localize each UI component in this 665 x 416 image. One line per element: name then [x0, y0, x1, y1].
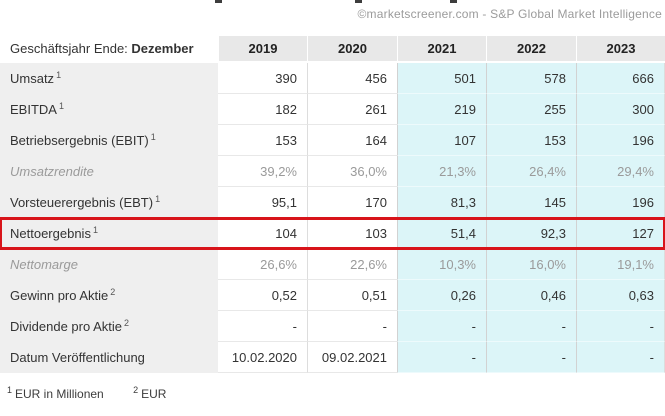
fiscal-year-end-month: Dezember [131, 41, 194, 56]
value-cell: - [576, 342, 665, 373]
value-cell: 0,51 [307, 280, 397, 311]
footnote-2-text: EUR [141, 387, 167, 401]
value-cell: 103 [307, 218, 397, 249]
row-footnote-marker: 2 [110, 286, 116, 297]
value-cell: 0,26 [397, 280, 486, 311]
value-cell: 255 [486, 94, 576, 125]
value-cell: - [397, 311, 486, 342]
row-label: Dividende pro Aktie 2 [0, 311, 218, 342]
value-cell: 36,0% [307, 156, 397, 187]
value-cell: 390 [218, 63, 307, 94]
fiscal-year-header: Geschäftsjahr Ende: Dezember [0, 36, 218, 63]
row-label: Nettoergebnis 1 [0, 218, 218, 249]
row-label: EBITDA 1 [0, 94, 218, 125]
row-label: Umsatzrendite [0, 156, 218, 187]
value-cell: 51,4 [397, 218, 486, 249]
table-row-1: EBITDA 1 182 261 219 255 300 [0, 94, 665, 125]
value-cell: 0,46 [486, 280, 576, 311]
row-label: Umsatz 1 [0, 63, 218, 94]
footnote-2: 2 EUR [133, 385, 167, 402]
value-cell: - [218, 311, 307, 342]
footnote-1-text: EUR in Millionen [15, 387, 104, 401]
cropped-title-artifact [450, 0, 457, 3]
year-header-2022: 2022 [486, 36, 576, 63]
value-cell: 104 [218, 218, 307, 249]
row-footnote-marker: 1 [56, 69, 62, 80]
year-header-2021: 2021 [397, 36, 486, 63]
row-footnote-marker: 1 [58, 100, 64, 111]
cropped-title-artifact [355, 0, 362, 3]
value-cell: 22,6% [307, 249, 397, 280]
table-row-7: Gewinn pro Aktie 2 0,52 0,51 0,26 0,46 0,63 [0, 280, 665, 311]
footnote-1-marker: 1 [7, 385, 13, 395]
value-cell: 19,1% [576, 249, 665, 280]
row-footnote-marker: 2 [124, 317, 130, 328]
year-header-2019: 2019 [218, 36, 307, 63]
row-footnote-marker: 1 [155, 193, 161, 204]
value-cell: 39,2% [218, 156, 307, 187]
row-label: Nettomarge [0, 249, 218, 280]
row-label: Gewinn pro Aktie 2 [0, 280, 218, 311]
value-cell: 10,3% [397, 249, 486, 280]
value-cell: 16,0% [486, 249, 576, 280]
value-cell: - [397, 342, 486, 373]
value-cell: 127 [576, 218, 665, 249]
value-cell: 196 [576, 187, 665, 218]
value-cell: - [576, 311, 665, 342]
value-cell: 81,3 [397, 187, 486, 218]
value-cell: 26,6% [218, 249, 307, 280]
value-cell: 219 [397, 94, 486, 125]
year-header-2020: 2020 [307, 36, 397, 63]
value-cell: 196 [576, 125, 665, 156]
value-cell: 95,1 [218, 187, 307, 218]
value-cell: 182 [218, 94, 307, 125]
value-cell: 501 [397, 63, 486, 94]
value-cell: 666 [576, 63, 665, 94]
value-cell: 300 [576, 94, 665, 125]
row-label: Betriebsergebnis (EBIT) 1 [0, 125, 218, 156]
value-cell: 09.02.2021 [307, 342, 397, 373]
table-header-row: Geschäftsjahr Ende: Dezember 2019 2020 202… [0, 36, 665, 63]
year-header-2023: 2023 [576, 36, 665, 63]
row-label: Datum Veröffentlichung [0, 342, 218, 373]
value-cell: 456 [307, 63, 397, 94]
cropped-title-artifact [215, 0, 222, 3]
table-row-5: Nettoergebnis 1 104 103 51,4 92,3 127 [0, 217, 665, 250]
table-row-6: Nettomarge 26,6% 22,6% 10,3% 16,0% 19,1% [0, 249, 665, 280]
value-cell: 92,3 [486, 218, 576, 249]
value-cell: - [486, 311, 576, 342]
table-row-9: Datum Veröffentlichung 10.02.2020 09.02.20… [0, 342, 665, 373]
table-row-4: Vorsteuerergebnis (EBT) 1 95,1 170 81,3 145 19… [0, 187, 665, 218]
financials-table: Geschäftsjahr Ende: Dezember 2019 2020 202… [0, 36, 665, 373]
table-row-2: Betriebsergebnis (EBIT) 1 153 164 107 153 196 [0, 125, 665, 156]
table-row-0: Umsatz 1 390 456 501 578 666 [0, 63, 665, 94]
value-cell: - [307, 311, 397, 342]
value-cell: 153 [486, 125, 576, 156]
value-cell: 29,4% [576, 156, 665, 187]
footnote-2-marker: 2 [133, 385, 139, 395]
table-row-8: Dividende pro Aktie 2- - - - - [0, 311, 665, 342]
value-cell: 164 [307, 125, 397, 156]
table-row-3: Umsatzrendite 39,2% 36,0% 21,3% 26,4% 29,4% [0, 156, 665, 187]
value-cell: 261 [307, 94, 397, 125]
value-cell: - [486, 342, 576, 373]
value-cell: 21,3% [397, 156, 486, 187]
fiscal-year-label: Geschäftsjahr Ende: [10, 41, 132, 56]
value-cell: 107 [397, 125, 486, 156]
value-cell: 153 [218, 125, 307, 156]
value-cell: 0,52 [218, 280, 307, 311]
row-label: Vorsteuerergebnis (EBT) 1 [0, 187, 218, 218]
footnote-1: 1 EUR in Millionen [7, 385, 104, 402]
value-cell: 10.02.2020 [218, 342, 307, 373]
value-cell: 0,63 [576, 280, 665, 311]
value-cell: 578 [486, 63, 576, 94]
value-cell: 170 [307, 187, 397, 218]
footnotes: 1 EUR in Millionen 2 EUR [7, 385, 192, 402]
row-footnote-marker: 1 [92, 224, 98, 235]
attribution-text: ©marketscreener.com - S&P Global Market … [357, 7, 662, 21]
value-cell: 145 [486, 187, 576, 218]
row-footnote-marker: 1 [150, 131, 156, 142]
value-cell: 26,4% [486, 156, 576, 187]
